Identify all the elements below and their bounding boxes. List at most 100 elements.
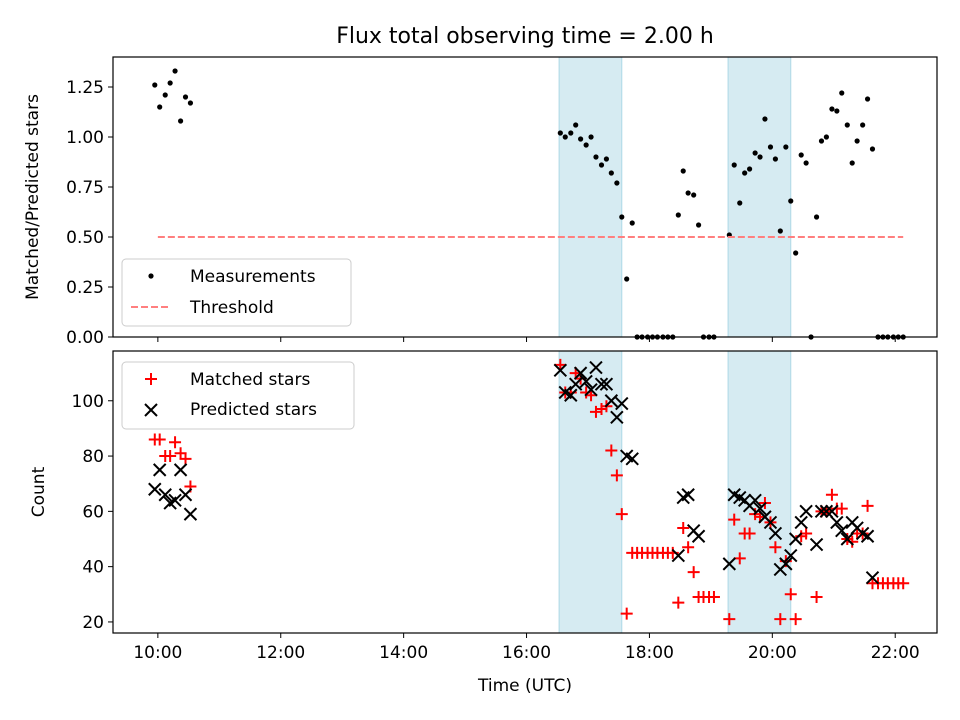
y-tick-label: 100 (72, 392, 104, 412)
measurement-point (803, 160, 809, 166)
x-axis-label: Time (UTC) (477, 676, 572, 696)
ratio-legend-box (121, 258, 352, 327)
matched-star-point (615, 508, 628, 521)
measurement-point (598, 162, 605, 168)
y-tick-label: 0.00 (66, 328, 104, 348)
matched-star-point (164, 450, 177, 463)
y-tick-label: 1.00 (66, 128, 104, 148)
predicted-star-point (814, 504, 829, 519)
predicted-star-point (173, 463, 188, 477)
measurement-point (629, 220, 635, 226)
predicted-star-point (589, 360, 603, 375)
matched-star-point (620, 607, 633, 620)
y-tick-label: 40 (82, 558, 104, 578)
count-legend: Matched stars Predicted stars (121, 361, 355, 430)
predicted-star-point (158, 488, 172, 502)
measurement-point (869, 146, 876, 152)
measurement-point (157, 104, 163, 110)
measurement-point (557, 130, 563, 136)
count-panel-marks (148, 358, 910, 626)
ratio-panel-marks (152, 68, 906, 340)
ratio-y-axis-label: Matched/Predicted stars (23, 94, 43, 300)
measurement-point (731, 162, 737, 168)
measurement-point (746, 166, 753, 172)
measurement-point (742, 170, 748, 176)
matched-star-point (774, 613, 787, 626)
measurement-point (562, 134, 568, 140)
legend-measurements-label: Measurements (190, 267, 316, 287)
measurement-point (187, 100, 194, 106)
matched-star-point (687, 566, 700, 579)
predicted-star-point (753, 501, 767, 516)
measurement-point (767, 144, 774, 150)
measurement-point (849, 160, 855, 166)
count-panel-frame (112, 350, 938, 634)
shaded-span-0 (558, 56, 623, 338)
ratio-panel-frame (112, 56, 938, 338)
x-tick-label: 10:00 (133, 643, 182, 663)
matched-star-point (610, 469, 623, 482)
predicted-star-point (748, 493, 762, 508)
matched-star-point (707, 591, 720, 604)
predicted-star-point (799, 504, 813, 519)
measurement-point (818, 138, 825, 144)
x-tick-label: 18:00 (625, 643, 674, 663)
measurement-point (772, 156, 778, 162)
predicted-star-point (610, 410, 624, 425)
matched-star-point (835, 502, 848, 515)
predicted-star-point (825, 504, 839, 519)
matched-star-point (810, 591, 823, 604)
matched-star-point (861, 499, 874, 512)
ratio-panel-spans (558, 56, 792, 338)
legend-matched-marker (145, 373, 157, 385)
matched-star-point (672, 596, 685, 609)
measurement-point (844, 122, 850, 128)
measurement-point (839, 90, 845, 96)
matched-star-point (169, 436, 182, 449)
matched-star-point (153, 433, 166, 446)
y-tick-label: 1.25 (66, 78, 104, 98)
y-tick-label: 60 (82, 502, 104, 522)
matched-star-point (789, 613, 802, 626)
matched-star-point (682, 541, 695, 554)
predicted-star-point (763, 515, 778, 530)
matched-star-point (728, 513, 741, 526)
predicted-star-point (722, 557, 737, 571)
chart-title: Flux total observing time = 2.00 h (336, 24, 714, 49)
predicted-star-point (579, 374, 593, 389)
predicted-star-point (148, 482, 162, 496)
predicted-star-point (681, 488, 695, 502)
measurement-point (757, 154, 763, 160)
predicted-star-point (779, 557, 793, 571)
count-panel: 20 40 60 80 100 10:00 12:00 14:00 16:00 18:00 20:… (29, 350, 938, 663)
measurement-point (829, 106, 835, 112)
x-tick-label: 22:00 (871, 643, 920, 663)
predicted-star-point (178, 488, 193, 502)
x-tick-label: 12:00 (256, 643, 305, 663)
measurement-point (162, 92, 168, 98)
ratio-panel: 0.00 0.25 0.50 0.75 1.00 1.25 Matched/Predict… (23, 56, 938, 348)
matched-star-point (605, 444, 618, 457)
predicted-star-point (599, 377, 614, 391)
legend-measurements-marker (148, 273, 154, 279)
measurement-point (798, 152, 804, 158)
matched-star-point (897, 577, 910, 590)
count-y-axis-label: Count (29, 466, 49, 517)
matched-star-point (554, 358, 567, 371)
y-tick-label: 80 (82, 447, 104, 467)
measurement-point (603, 156, 610, 162)
matched-star-point (769, 541, 782, 554)
predicted-star-point (168, 493, 182, 508)
measurement-point (788, 198, 794, 204)
matched-star-point (589, 405, 602, 418)
measurement-point (573, 122, 579, 128)
measurement-point (783, 144, 789, 150)
predicted-star-point (625, 452, 639, 466)
predicted-star-point (784, 548, 798, 563)
measurement-point (777, 228, 783, 234)
predicted-star-point (594, 377, 609, 391)
measurement-point (860, 122, 866, 128)
measurement-point (752, 150, 758, 156)
legend-predicted-label: Predicted stars (190, 400, 317, 420)
